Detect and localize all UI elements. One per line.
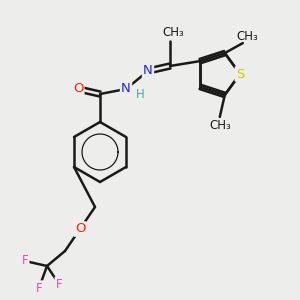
Text: CH₃: CH₃	[162, 26, 184, 40]
Text: O: O	[73, 82, 83, 95]
Text: F: F	[22, 254, 28, 268]
Text: O: O	[75, 223, 85, 236]
Text: CH₃: CH₃	[236, 30, 258, 43]
Text: S: S	[236, 68, 244, 80]
Text: F: F	[56, 278, 62, 290]
Text: N: N	[143, 64, 153, 77]
Text: CH₃: CH₃	[209, 119, 231, 132]
Text: N: N	[121, 82, 131, 95]
Text: H: H	[136, 88, 144, 101]
Text: F: F	[36, 281, 42, 295]
